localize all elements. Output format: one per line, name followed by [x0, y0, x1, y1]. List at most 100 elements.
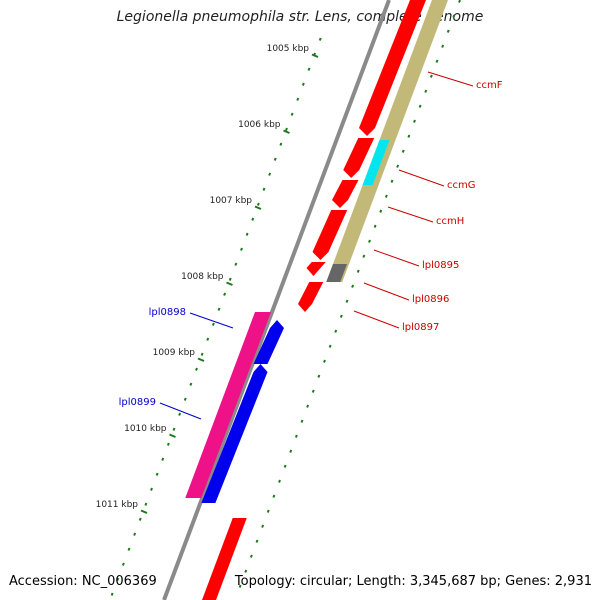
tick-mark: [311, 53, 319, 58]
scale-dot: [272, 494, 276, 498]
scale-dot: [318, 37, 322, 41]
outer-dot-track: [110, 37, 322, 596]
genome-summary-text: Topology: circular; Length: 3,345,687 bp…: [234, 574, 592, 589]
scale-dot: [244, 569, 248, 573]
scale-dot: [424, 89, 428, 93]
tick-mark: [197, 357, 205, 362]
gray-feature: [326, 264, 347, 282]
scale-dot: [283, 464, 287, 468]
gene-label: lpl0899: [119, 397, 156, 408]
scale-dot: [150, 487, 153, 491]
gene-leader-line: [427, 71, 474, 87]
scale-dot: [407, 134, 411, 138]
reverse-gene-lpl0899: [201, 364, 268, 503]
forward-gene-ccmH: [332, 180, 359, 208]
forward-gene-ccmG: [343, 138, 375, 178]
gene-leader-line: [398, 169, 445, 187]
scale-dot: [223, 292, 227, 296]
scale-dot: [121, 562, 125, 566]
scale-dot: [261, 524, 265, 528]
gene-label: lpl0898: [149, 307, 186, 318]
gene-label: ccmF: [476, 80, 503, 91]
scale-dot: [278, 479, 281, 483]
scale-dot: [452, 14, 456, 18]
label-layer: ccmF ccmG ccmH lpl0895 lpl0896 lpl0897 lpl0898…: [119, 71, 503, 420]
forward-gene-lpl0895: [312, 210, 348, 260]
scale-dot: [294, 434, 298, 438]
scale-dot: [161, 457, 165, 461]
gene-leader-line: [363, 282, 410, 301]
scale-dot: [323, 359, 326, 363]
tick-label: 1008 kbp: [181, 272, 224, 282]
scale-dot: [116, 577, 120, 581]
scale-dot: [268, 172, 272, 176]
scale-dot: [396, 164, 400, 168]
scale-dot: [429, 74, 433, 78]
scale-dot: [373, 224, 377, 228]
scale-dot: [401, 149, 405, 153]
gene-leader-line: [189, 312, 234, 329]
scale-dot: [249, 554, 253, 558]
scale-dot: [334, 329, 338, 333]
scale-dot: [413, 119, 416, 123]
gene-leader-line: [373, 249, 420, 267]
scale-dot: [266, 509, 270, 513]
scale-dot: [390, 179, 394, 183]
scale-dot: [183, 397, 187, 401]
scale-dot: [435, 59, 439, 63]
tick-mark: [140, 509, 148, 514]
scale-dot: [285, 127, 288, 131]
scale-dot: [307, 67, 311, 71]
scale-dot: [289, 449, 293, 453]
gene-label: lpl0897: [402, 322, 439, 333]
map-title: Legionella pneumophila str. Lens, comple…: [116, 9, 484, 25]
scale-dot: [189, 382, 193, 386]
scale-dot: [166, 442, 170, 446]
scale-dot: [379, 209, 383, 213]
scale-dot: [211, 322, 215, 326]
scale-dot: [306, 404, 310, 408]
forward-gene-lower: [202, 518, 247, 600]
scale-dot: [238, 584, 242, 588]
scale-dot: [362, 254, 366, 258]
accession-text: Accession: NC_006369: [9, 574, 157, 589]
reverse-gene-lpl0898: [253, 320, 284, 364]
scale-dot: [110, 592, 114, 596]
scale-dot: [273, 157, 277, 161]
tick-label: 1009 kbp: [153, 348, 196, 358]
scale-dot: [138, 517, 142, 521]
scale-dot: [178, 412, 182, 416]
tick-label: 1007 kbp: [210, 196, 253, 206]
scale-dot: [351, 284, 355, 288]
scale-dot: [345, 299, 349, 303]
scale-dot: [228, 277, 232, 281]
scale-dot: [217, 307, 221, 311]
scale-dot: [384, 194, 388, 198]
cyan-feature: [362, 140, 390, 185]
scale-dot: [458, 0, 461, 3]
scale-dot: [441, 44, 445, 48]
tick-layer: 1005 kbp 1006 kbp 1007 kbp 1008 kbp 1009 kbp…: [96, 0, 461, 596]
scale-dot: [251, 217, 255, 221]
gene-leader-line: [159, 402, 202, 420]
scale-dot: [311, 389, 315, 393]
tick-mark: [254, 205, 262, 210]
scale-dot: [339, 314, 343, 318]
tick-mark: [169, 433, 176, 438]
scale-dot: [133, 532, 137, 536]
tick-label: 1006 kbp: [238, 120, 281, 130]
gene-leader-line: [353, 310, 400, 329]
scale-dot: [290, 112, 294, 116]
tick-label: 1010 kbp: [124, 424, 167, 434]
scale-dot: [262, 187, 266, 191]
feature-layer: [162, 0, 448, 600]
forward-gene-lpl0897: [298, 282, 324, 312]
scale-dot: [206, 337, 210, 341]
tick-mark: [283, 129, 290, 134]
scale-dot: [200, 352, 204, 356]
scale-dot: [195, 367, 198, 371]
scale-dot: [234, 262, 238, 266]
scale-dot: [301, 82, 305, 86]
scale-dot: [144, 502, 148, 506]
